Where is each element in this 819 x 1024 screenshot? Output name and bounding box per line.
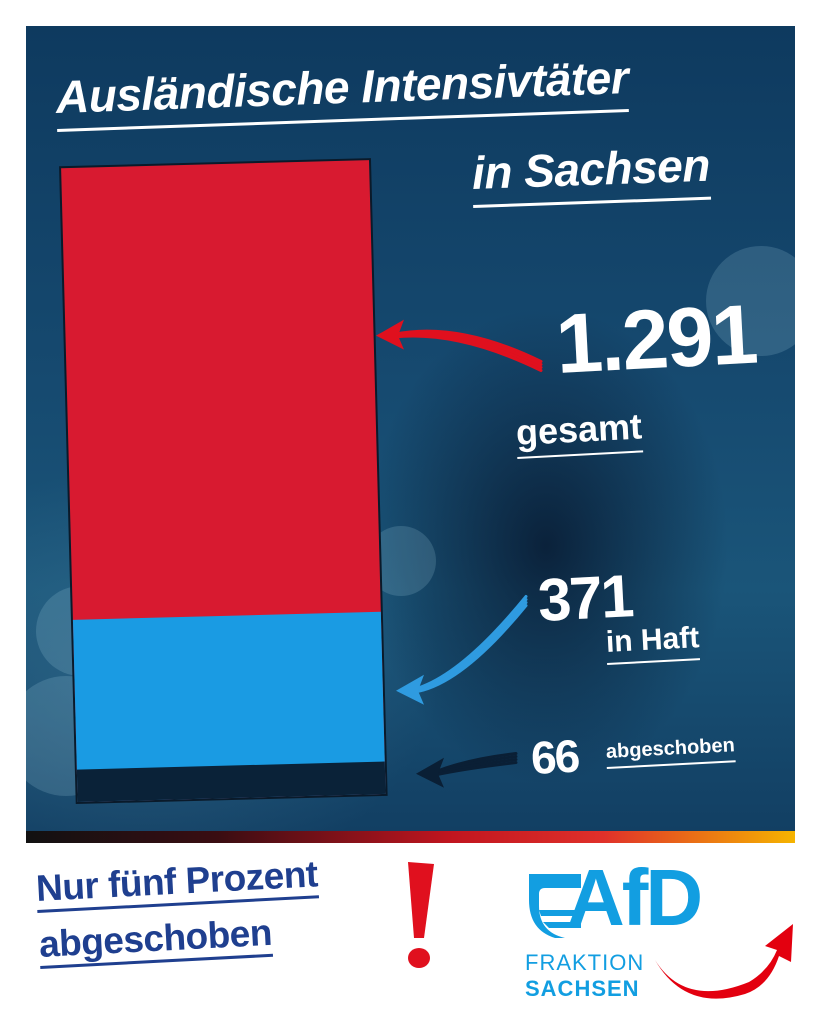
footer-line-1: Nur fünf Prozent [35,853,319,914]
afd-logo: AfD FRAKTION SACHSEN [525,853,795,1001]
bar-segment-abgeschoben [76,761,386,802]
color-stripe [26,831,795,843]
logo-line-fraktion: FRAKTION [525,950,645,975]
arrow-abgeschoben-icon [416,752,518,788]
category-label-in-haft: in Haft [605,621,701,665]
arrow-in-haft-icon [396,595,528,705]
logo-wordmark: AfD [567,853,703,942]
category-label-gesamt: gesamt [515,405,644,459]
arrow-gesamt-icon [376,319,543,372]
logo-swoosh-arrow-icon [655,924,793,999]
bokeh-light [706,246,795,356]
footer-line-2: abgeschoben [38,912,274,969]
chart-panel: Ausländische Intensivtäter in Sachsen 1.… [26,26,795,831]
logo-emblem-icon [529,874,581,938]
value-label-abgeschoben: 66 [529,729,580,784]
bar-segment-in-haft [72,611,386,802]
logo-line-sachsen: SACHSEN [525,976,640,1001]
footer-headline: Nur fünf Prozent abgeschoben [35,853,322,980]
stacked-bar-chart [59,158,543,805]
exclamation-mark-icon [408,862,434,968]
value-label-gesamt: 1.291 [553,286,759,391]
value-label-in-haft: 371 [536,562,634,634]
